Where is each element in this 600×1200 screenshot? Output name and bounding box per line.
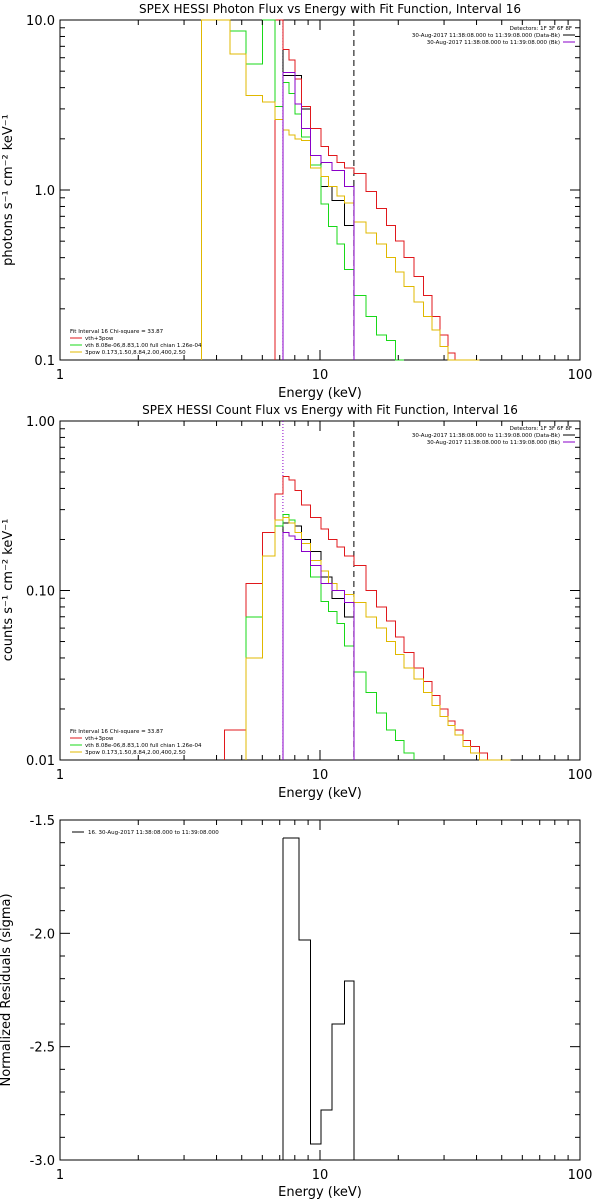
x-tick-label: 10 xyxy=(312,768,329,783)
y-tick-label: 1.00 xyxy=(26,415,55,430)
panel-2-legend-fit: Fit Interval 16 Chi-square = 33.87 xyxy=(70,729,164,735)
panel-1-axes-frame xyxy=(59,19,581,361)
series-data-step-line xyxy=(274,19,355,360)
series-bkg-step-line xyxy=(282,531,355,760)
panel-2-legend-total: vth+3pow xyxy=(85,736,114,742)
panel-3-legend: 16. 30-Aug-2017 11:38:08.000 to 11:39:08… xyxy=(72,830,219,836)
series-powerlaw-step-line xyxy=(245,516,511,761)
panel-1-legend-total: vth+3pow xyxy=(85,336,114,342)
panel-1-ylabel: photons s⁻¹ cm⁻² keV⁻¹ xyxy=(1,114,16,266)
panel-3-axes-frame xyxy=(59,819,581,1161)
panel-residuals: 1 10 100 -3.0 -2.5 -2.0 -1.5 Energy (keV) Norm… xyxy=(0,814,592,1200)
panel-2-legend: Fit Interval 16 Chi-square = 33.87 vth+3… xyxy=(70,729,202,756)
panel-2-xlabel: Energy (keV) xyxy=(278,786,362,801)
panel-1-title: SPEX HESSI Photon Flux vs Energy with Fi… xyxy=(139,2,521,16)
y-tick-label: -2.0 xyxy=(30,927,55,942)
y-tick-label: -3.0 xyxy=(30,1154,55,1169)
series-total-step-line xyxy=(274,19,480,361)
series-total-step-line xyxy=(224,476,511,761)
panel-2-legend-thermal: vth 8.08e-06,8.83,1.00 full chian 1.26e-… xyxy=(85,743,202,749)
panel-2-ylabel: counts s⁻¹ cm⁻² keV⁻¹ xyxy=(1,519,16,662)
panel-2-header-databk: 30-Aug-2017 11:38:08.000 to 11:39:08.000… xyxy=(412,433,560,439)
series-thermal-step-line xyxy=(200,19,404,361)
x-tick-label: 10 xyxy=(312,368,329,383)
x-tick-label: 1 xyxy=(56,368,64,383)
panel-1-legend-powerlaw: 3pow 0.173,1.50,8.84,2.00,400,2.50 xyxy=(85,350,186,356)
y-tick-label: 0.10 xyxy=(26,585,55,600)
x-tick-label: 1 xyxy=(56,768,64,783)
y-tick-label: 1.0 xyxy=(34,184,55,199)
panel-count-flux: SPEX HESSI Count Flux vs Energy with Fit… xyxy=(1,403,592,801)
panel-1-header-bk: 30-Aug-2017 11:38:08.000 to 11:39:08.000… xyxy=(427,40,560,46)
series-data-step-line xyxy=(282,837,355,1160)
panel-3-legend-interval: 16. 30-Aug-2017 11:38:08.000 to 11:39:08… xyxy=(88,830,219,836)
panel-2-legend-powerlaw: 3pow 0.173,1.50,8.84,2.00,400,2.50 xyxy=(85,750,186,756)
panel-2-axes-frame xyxy=(59,420,581,761)
series-data-step-line xyxy=(282,519,355,760)
panel-photon-flux: SPEX HESSI Photon Flux vs Energy with Fi… xyxy=(1,2,592,401)
y-tick-label: 0.01 xyxy=(26,754,55,769)
panel-1-legend-thermal: vth 8.08e-06,8.83,1.00 full chian 1.26e-… xyxy=(85,343,202,349)
series-thermal-step-line xyxy=(245,514,415,760)
panel-3-xlabel: Energy (keV) xyxy=(278,1185,362,1200)
panel-1-header-detectors: Detectors: 1F 3F 6F 8F xyxy=(510,26,572,32)
series-bkg-step-line xyxy=(282,72,355,360)
panel-1-legend: Fit Interval 16 Chi-square = 33.87 vth+3… xyxy=(70,329,202,356)
series-powerlaw-step-line xyxy=(200,19,480,361)
panel-2-header-right: Detectors: 1F 3F 6F 8F 30-Aug-2017 11:38… xyxy=(412,426,575,446)
y-tick-label: 0.1 xyxy=(34,354,55,369)
x-tick-label: 100 xyxy=(568,368,593,383)
panel-1-header-databk: 30-Aug-2017 11:38:08.000 to 11:39:08.000… xyxy=(412,33,560,39)
panel-1-legend-fit: Fit Interval 16 Chi-square = 33.87 xyxy=(70,329,164,335)
y-tick-label: -1.5 xyxy=(30,814,55,829)
x-tick-label: 100 xyxy=(568,768,593,783)
y-tick-label: 10.0 xyxy=(26,14,55,29)
panel-2-header-bk: 30-Aug-2017 11:38:08.000 to 11:39:08.000… xyxy=(427,440,560,446)
x-tick-label: 100 xyxy=(568,1168,593,1183)
panel-1-header-right: Detectors: 1F 3F 6F 8F 30-Aug-2017 11:38… xyxy=(412,26,575,46)
x-tick-label: 1 xyxy=(56,1168,64,1183)
panel-2-header-detectors: Detectors: 1F 3F 6F 8F xyxy=(510,426,572,432)
y-tick-label: -2.5 xyxy=(30,1041,55,1056)
panel-3-ylabel: Normalized Residuals (sigma) xyxy=(0,893,14,1086)
x-tick-label: 10 xyxy=(312,1168,329,1183)
panel-1-xlabel: Energy (keV) xyxy=(278,386,362,401)
panel-2-title: SPEX HESSI Count Flux vs Energy with Fit… xyxy=(142,403,518,417)
